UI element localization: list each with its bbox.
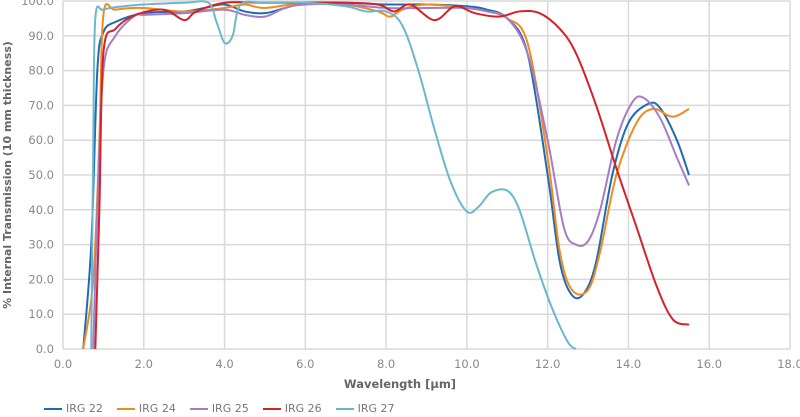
x-tick-label: 10.0 xyxy=(454,357,480,371)
y-tick-label: 70.0 xyxy=(28,98,54,112)
x-tick-label: 12.0 xyxy=(535,357,561,371)
legend-label: IRG 26 xyxy=(284,402,322,415)
legend-label: IRG 27 xyxy=(357,402,395,415)
x-tick-label: 8.0 xyxy=(377,357,395,371)
y-tick-label: 80.0 xyxy=(28,64,54,78)
x-tick-label: 4.0 xyxy=(215,357,233,371)
x-tick-label: 14.0 xyxy=(616,357,642,371)
legend-item-irg-24: IRG 24 xyxy=(116,402,176,415)
y-tick-label: 60.0 xyxy=(28,133,54,147)
series-line-irg-27 xyxy=(90,0,577,350)
legend-label: IRG 25 xyxy=(211,402,249,415)
y-tick-label: 30.0 xyxy=(28,238,54,252)
y-tick-label: 50.0 xyxy=(28,168,54,182)
chart-legend: IRG 22 IRG 24 IRG 25 IRG 26 IRG 27 xyxy=(44,402,395,415)
series-line-irg-26 xyxy=(94,1,690,350)
x-tick-label: 2.0 xyxy=(135,357,153,371)
y-tick-label: 90.0 xyxy=(28,29,54,43)
y-tick-label: 100.0 xyxy=(21,0,54,8)
y-axis-title: % Internal Transmission (10 mm thickness… xyxy=(1,41,14,309)
y-tick-label: 20.0 xyxy=(28,272,54,286)
x-tick-label: 16.0 xyxy=(696,357,722,371)
legend-swatch xyxy=(116,407,135,410)
y-tick-label: 0.0 xyxy=(36,342,54,356)
data-series xyxy=(82,0,690,350)
grid-lines xyxy=(62,0,791,350)
y-tick-label: 10.0 xyxy=(28,307,54,321)
legend-label: IRG 24 xyxy=(138,402,176,415)
series-line-irg-25 xyxy=(92,3,690,350)
x-axis-ticks: 0.0 2.0 4.0 6.0 8.0 10.0 12.0 14.0 16.0 18.0 xyxy=(54,357,800,371)
x-tick-label: 18.0 xyxy=(777,357,800,371)
legend-swatch xyxy=(335,407,354,410)
legend-label: IRG 22 xyxy=(66,402,103,415)
series-line-irg-24 xyxy=(82,1,690,350)
legend-item-irg-25: IRG 25 xyxy=(189,402,249,415)
y-axis-ticks: 0.0 10.0 20.0 30.0 40.0 50.0 60.0 70.0 80.0 90.0 1… xyxy=(21,0,54,356)
legend-swatch xyxy=(262,407,281,410)
x-tick-label: 6.0 xyxy=(296,357,314,371)
legend-item-irg-26: IRG 26 xyxy=(262,402,322,415)
legend-swatch xyxy=(44,407,62,410)
x-axis-title: Wavelength [µm] xyxy=(344,377,456,391)
y-tick-label: 40.0 xyxy=(28,203,54,217)
x-tick-label: 0.0 xyxy=(54,357,72,371)
legend-item-irg-22: IRG 22 xyxy=(44,402,103,415)
legend-swatch xyxy=(189,407,208,410)
legend-item-irg-27: IRG 27 xyxy=(335,402,395,415)
